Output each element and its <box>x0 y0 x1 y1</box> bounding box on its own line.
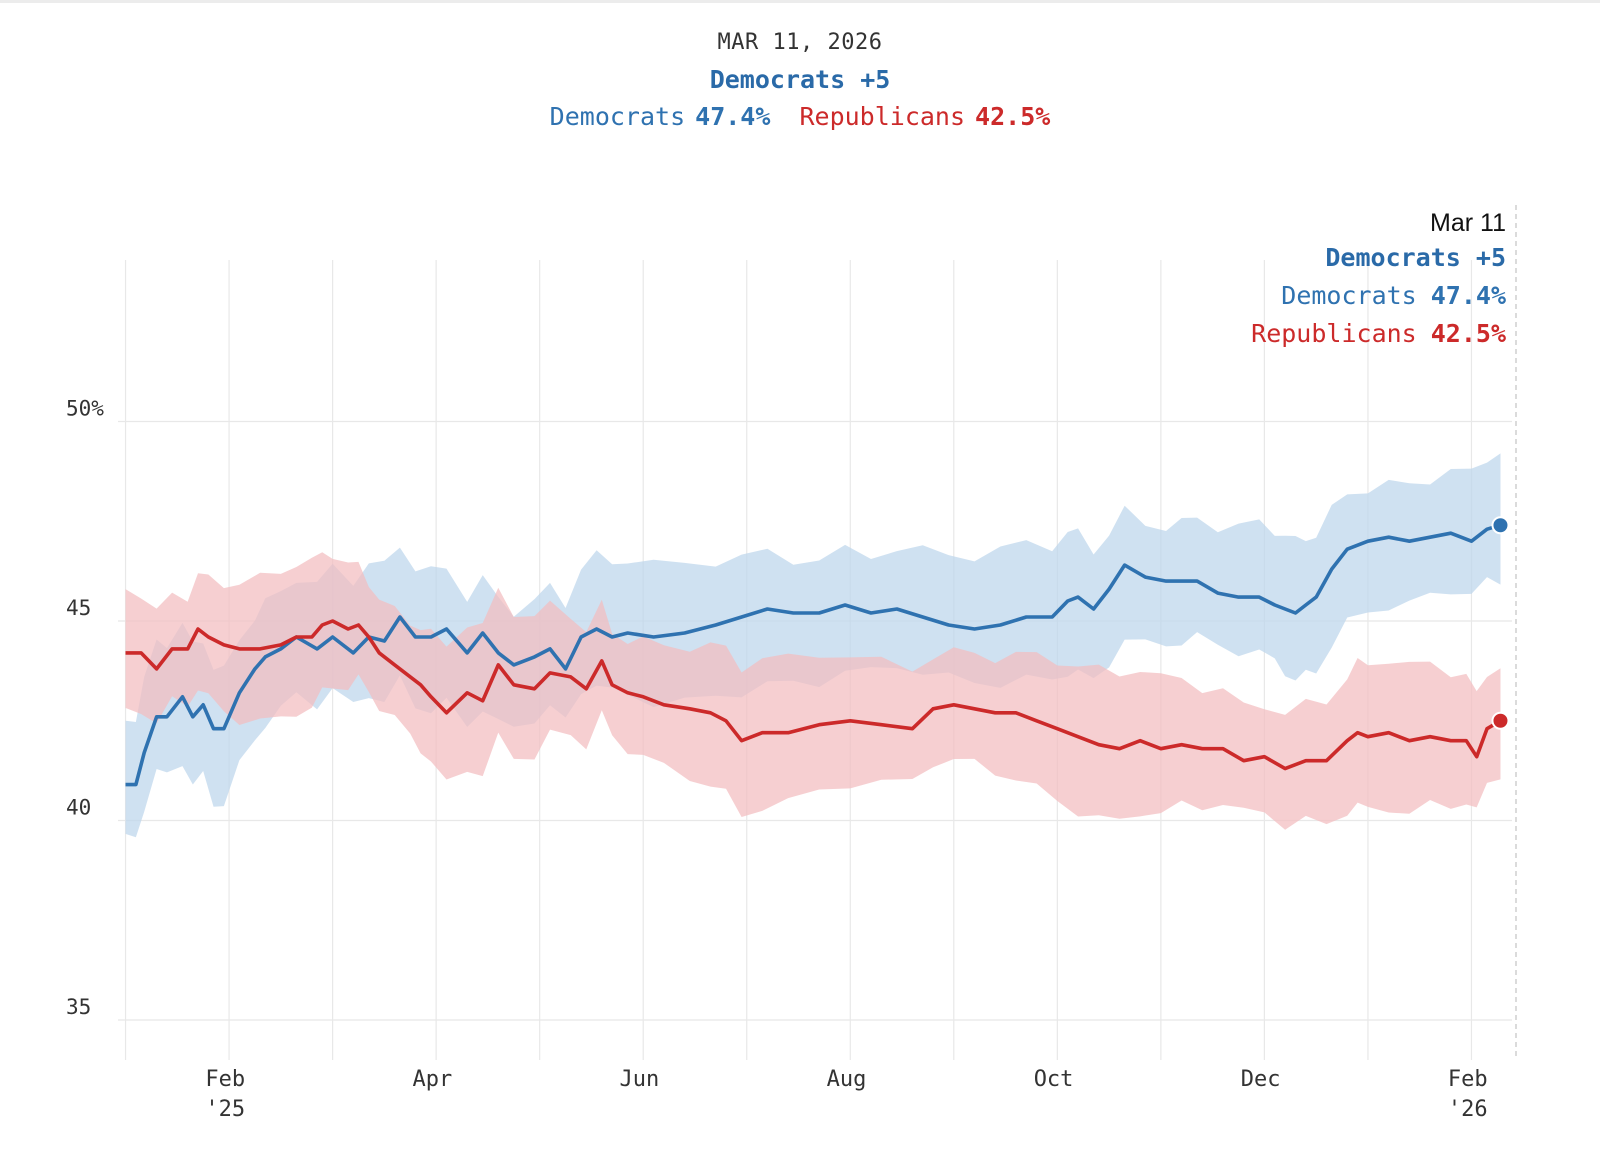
header-values: Democrats 47.4% Republicans 42.5% <box>0 102 1600 131</box>
series-lines <box>125 523 1502 787</box>
end-dot-dem <box>1491 516 1510 535</box>
x-tick-label: Apr <box>412 1067 452 1092</box>
header-dem-value: 47.4% <box>695 102 771 131</box>
tooltip-rep-label: Republicans <box>1251 319 1417 348</box>
tooltip-dem-row: Democrats 47.4% <box>1281 281 1506 310</box>
x-tick-label: Oct <box>1034 1067 1074 1092</box>
band-dem <box>125 453 1501 838</box>
tooltip-rep-value: 42.5% <box>1431 319 1506 348</box>
y-axis-ticks: 50% 45 40 35 <box>66 397 104 1020</box>
chart-header: MAR 11, 2026 Democrats +5 Democrats 47.4%… <box>0 30 1600 131</box>
confidence-bands <box>125 453 1501 838</box>
end-dots <box>1491 516 1510 730</box>
x-tick-label: Feb <box>205 1067 245 1092</box>
x-tick-year: '25 <box>205 1097 245 1122</box>
x-tick-year: '26 <box>1448 1097 1488 1122</box>
series-line-dem <box>125 523 1502 787</box>
tooltip-dem-label: Democrats <box>1281 281 1416 310</box>
band-rep <box>125 552 1501 830</box>
hover-tooltip: Mar 11 Democrats +5 Democrats 47.4% Repub… <box>1251 209 1506 348</box>
header-rep-label: Republicans <box>799 102 966 131</box>
y-tick-label: 40 <box>66 796 91 820</box>
tooltip-date: Mar 11 <box>1430 209 1506 237</box>
top-border <box>0 0 1600 3</box>
end-dot-rep <box>1491 711 1510 730</box>
tooltip-dem-value: 47.4% <box>1431 281 1506 310</box>
header-date: MAR 11, 2026 <box>717 30 883 55</box>
series-line-rep <box>125 619 1502 771</box>
y-tick-label: 45 <box>66 596 91 620</box>
header-rep-value: 42.5% <box>975 102 1051 131</box>
header-leader: Democrats +5 <box>709 65 891 94</box>
x-tick-label: Dec <box>1241 1067 1281 1092</box>
x-tick-label: Jun <box>620 1067 660 1092</box>
tooltip-leader: Democrats +5 <box>1325 243 1506 272</box>
y-tick-label: 35 <box>66 995 91 1019</box>
y-tick-label: 50% <box>66 397 104 421</box>
header-dem-label: Democrats <box>549 102 686 131</box>
x-tick-label: Feb <box>1448 1067 1488 1092</box>
tooltip-rep-row: Republicans 42.5% <box>1251 319 1506 348</box>
x-axis-ticks: Feb '25 Apr Jun Aug Oct Dec Feb '26 <box>205 1067 1487 1122</box>
x-tick-label: Aug <box>827 1067 867 1092</box>
